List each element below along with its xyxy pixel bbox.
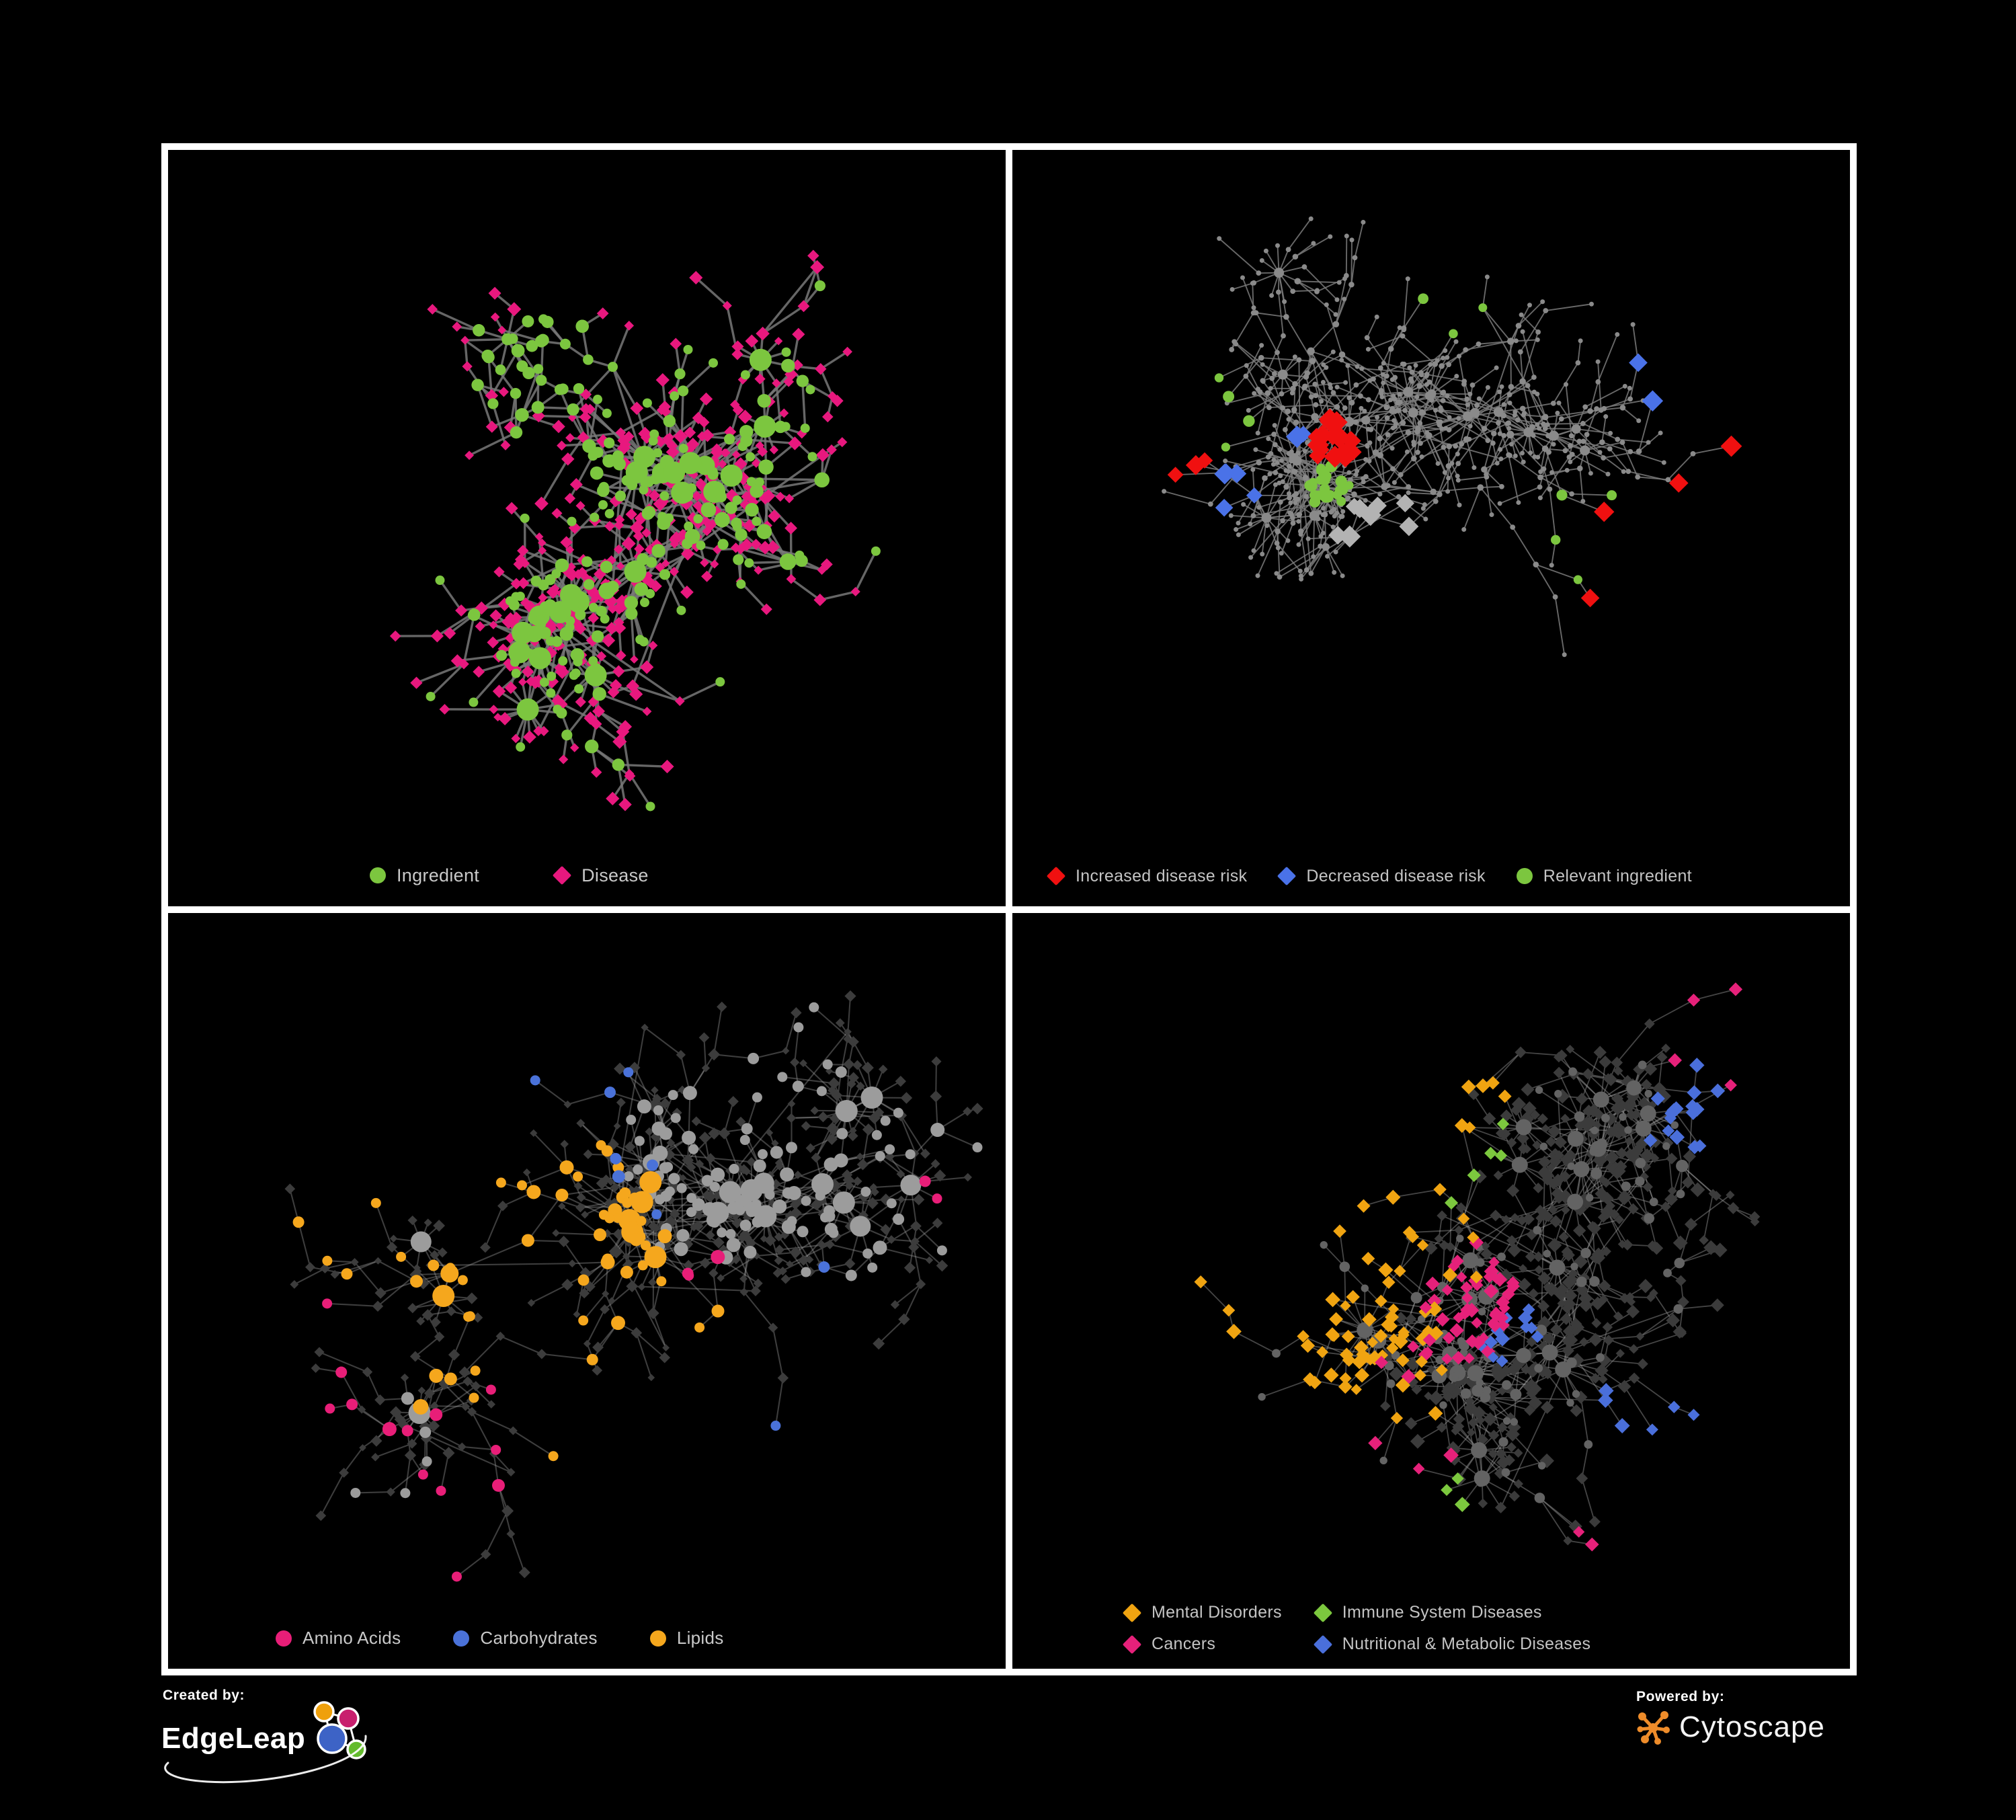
legend-macronutrients: Amino Acids Carbohydrates Lipids [168, 1628, 1006, 1649]
panel-disease-categories: Mental Disorders Immune System Diseases … [1009, 909, 1853, 1672]
cytoscape-logo-icon [1637, 1711, 1670, 1745]
carbohydrates-circle-icon [453, 1630, 470, 1647]
legend-item-increased-risk: Increased disease risk [1046, 866, 1248, 886]
ingredient-disease-network-canvas[interactable] [168, 150, 1006, 906]
panel-ingredient-disease: Ingredient Disease [165, 147, 1009, 910]
legend-label-nutritional-metabolic: Nutritional & Metabolic Diseases [1342, 1634, 1591, 1653]
ingredient-circle-icon [370, 867, 386, 883]
legend-item-relevant-ingredient: Relevant ingredient [1516, 866, 1692, 886]
cytoscape-wordmark[interactable]: Cytoscape [1679, 1710, 1825, 1743]
legend-item-mental-disorders: Mental Disorders [1122, 1603, 1282, 1622]
legend-item-lipids: Lipids [649, 1628, 724, 1649]
legend-label-decreased-risk: Decreased disease risk [1306, 866, 1486, 885]
legend-item-nutritional-metabolic: Nutritional & Metabolic Diseases [1313, 1634, 1591, 1654]
legend-label-relevant-ingredient: Relevant ingredient [1543, 866, 1692, 885]
disease-risk-network-canvas[interactable] [1012, 150, 1850, 906]
increased-risk-diamond-icon [1046, 866, 1066, 886]
legend-disease-categories: Mental Disorders Immune System Diseases … [1012, 1603, 1850, 1654]
edgeleap-wordmark[interactable]: EdgeLeap [161, 1722, 306, 1755]
amino-acids-circle-icon [276, 1630, 292, 1647]
edgeleap-credit: Created by: EdgeLeap [161, 1688, 403, 1795]
edgeleap-logo-icon [313, 1701, 367, 1759]
disease-diamond-icon [552, 865, 572, 885]
cytoscape-credit: Powered by: Cytoscape [1635, 1689, 1857, 1790]
legend-disease-risk: Increased disease risk Decreased disease… [1012, 867, 1850, 886]
panel-grid: Ingredient Disease Increased disease ris… [161, 143, 1857, 1675]
legend-ingredient-disease: Ingredient Disease [168, 865, 1006, 886]
legend-label-cancers: Cancers [1152, 1634, 1216, 1653]
legend-label-amino-acids: Amino Acids [303, 1628, 401, 1648]
legend-label-mental-disorders: Mental Disorders [1152, 1603, 1282, 1622]
relevant-ingredient-circle-icon [1516, 868, 1533, 884]
footer: Created by: EdgeLeap Powered by: [0, 1675, 2016, 1820]
immune-diseases-diamond-icon [1313, 1603, 1332, 1622]
legend-label-disease: Disease [581, 865, 649, 885]
panel-macronutrients: Amino Acids Carbohydrates Lipids [165, 909, 1009, 1672]
legend-item-immune-diseases: Immune System Diseases [1313, 1603, 1590, 1622]
legend-item-carbohydrates: Carbohydrates [453, 1628, 598, 1649]
legend-label-lipids: Lipids [676, 1628, 724, 1648]
macronutrient-network-canvas[interactable] [168, 913, 1006, 1669]
disease-category-network-canvas[interactable] [1012, 913, 1850, 1669]
legend-label-carbohydrates: Carbohydrates [480, 1628, 598, 1648]
legend-item-cancers: Cancers [1122, 1634, 1282, 1654]
lipids-circle-icon [649, 1630, 666, 1647]
created-by-label: Created by: [163, 1688, 245, 1703]
nutritional-metabolic-diamond-icon [1313, 1634, 1332, 1654]
legend-label-increased-risk: Increased disease risk [1076, 866, 1248, 885]
panel-disease-risk: Increased disease risk Decreased disease… [1009, 147, 1853, 910]
powered-by-label: Powered by: [1636, 1689, 1725, 1704]
legend-item-ingredient: Ingredient [370, 865, 479, 886]
legend-label-ingredient: Ingredient [397, 865, 480, 885]
legend-label-immune-diseases: Immune System Diseases [1342, 1603, 1542, 1622]
legend-item-amino-acids: Amino Acids [276, 1628, 401, 1649]
legend-item-disease: Disease [552, 865, 649, 886]
legend-item-decreased-risk: Decreased disease risk [1277, 866, 1486, 886]
cancers-diamond-icon [1122, 1634, 1142, 1654]
mental-disorders-diamond-icon [1122, 1603, 1142, 1622]
decreased-risk-diamond-icon [1277, 866, 1297, 886]
